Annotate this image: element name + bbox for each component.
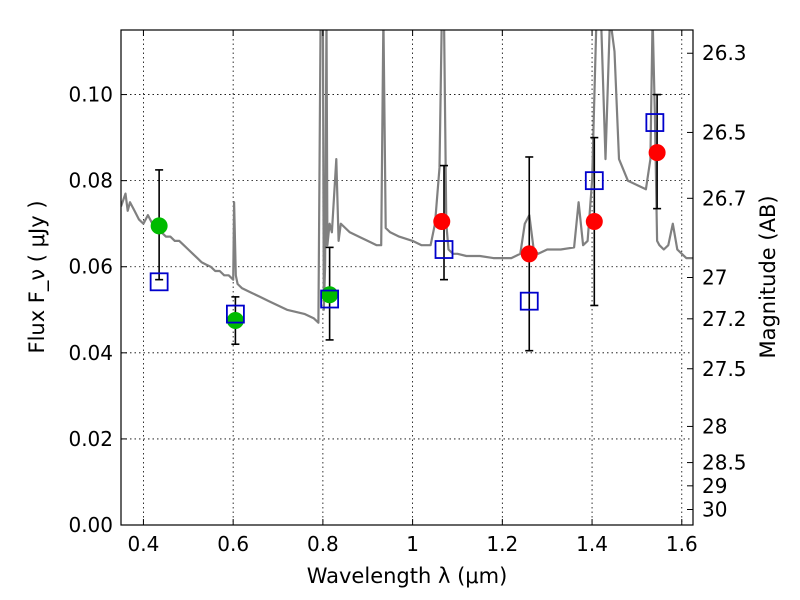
data-point-circle bbox=[150, 217, 168, 235]
plot-area bbox=[121, 30, 693, 324]
data-point-circle bbox=[520, 245, 538, 263]
y-tick-label: 0.04 bbox=[68, 341, 113, 365]
x-tick-label: 0.4 bbox=[128, 532, 160, 556]
y-tick-label: 0.06 bbox=[68, 255, 113, 279]
x-tick-label: 0.8 bbox=[307, 532, 339, 556]
y-axis-label: Flux F_ν ( μJy ) bbox=[25, 200, 50, 353]
data-point-square bbox=[434, 240, 454, 259]
data-point-square bbox=[225, 304, 245, 324]
x-tick-label: 1 bbox=[406, 532, 419, 556]
y2-tick-label: 26.3 bbox=[702, 41, 747, 65]
plot-background bbox=[121, 30, 693, 525]
y2-tick-label: 28 bbox=[702, 414, 727, 438]
x-tick-label: 1.4 bbox=[576, 532, 608, 556]
y2-tick-label: 26.5 bbox=[702, 120, 747, 144]
y-tick-label: 0.00 bbox=[68, 513, 113, 537]
data-point-circle bbox=[321, 286, 339, 304]
spectrum-line bbox=[121, 30, 693, 324]
y2-tick-label: 30 bbox=[702, 498, 727, 522]
data-point-square bbox=[519, 291, 539, 311]
y-tick-label: 0.08 bbox=[68, 169, 113, 193]
data-point-square bbox=[320, 289, 340, 309]
data-point-circle bbox=[648, 144, 666, 162]
data-point-square bbox=[645, 113, 665, 132]
data-point-square bbox=[584, 171, 604, 191]
y2-tick-label: 28.5 bbox=[702, 451, 747, 475]
y2-tick-label: 29 bbox=[702, 474, 727, 498]
y2-tick-label: 27.2 bbox=[702, 307, 747, 331]
x-axis-label: Wavelength λ (μm) bbox=[307, 564, 508, 588]
data-point-square bbox=[149, 272, 169, 292]
data-point-circle bbox=[585, 213, 603, 231]
x-tick-label: 0.6 bbox=[217, 532, 249, 556]
data-point-circle bbox=[226, 312, 244, 330]
y-tick-label: 0.10 bbox=[68, 83, 113, 107]
x-tick-label: 1.2 bbox=[486, 532, 518, 556]
markers bbox=[149, 113, 666, 330]
y2-axis-label: Magnitude (AB) bbox=[756, 195, 780, 358]
y-tick-label: 0.02 bbox=[68, 427, 113, 451]
y2-tick-label: 27 bbox=[702, 266, 727, 290]
axes: 0.4 0.6 0.8 1 1.2 1.4 1.6 0.00 0.02 0.04 0.06 0.08 0… bbox=[68, 30, 747, 556]
y2-tick-label: 27.5 bbox=[702, 357, 747, 381]
data-point-circle bbox=[433, 213, 451, 231]
y2-tick-label: 26.7 bbox=[702, 186, 747, 210]
x-tick-label: 1.6 bbox=[666, 532, 698, 556]
